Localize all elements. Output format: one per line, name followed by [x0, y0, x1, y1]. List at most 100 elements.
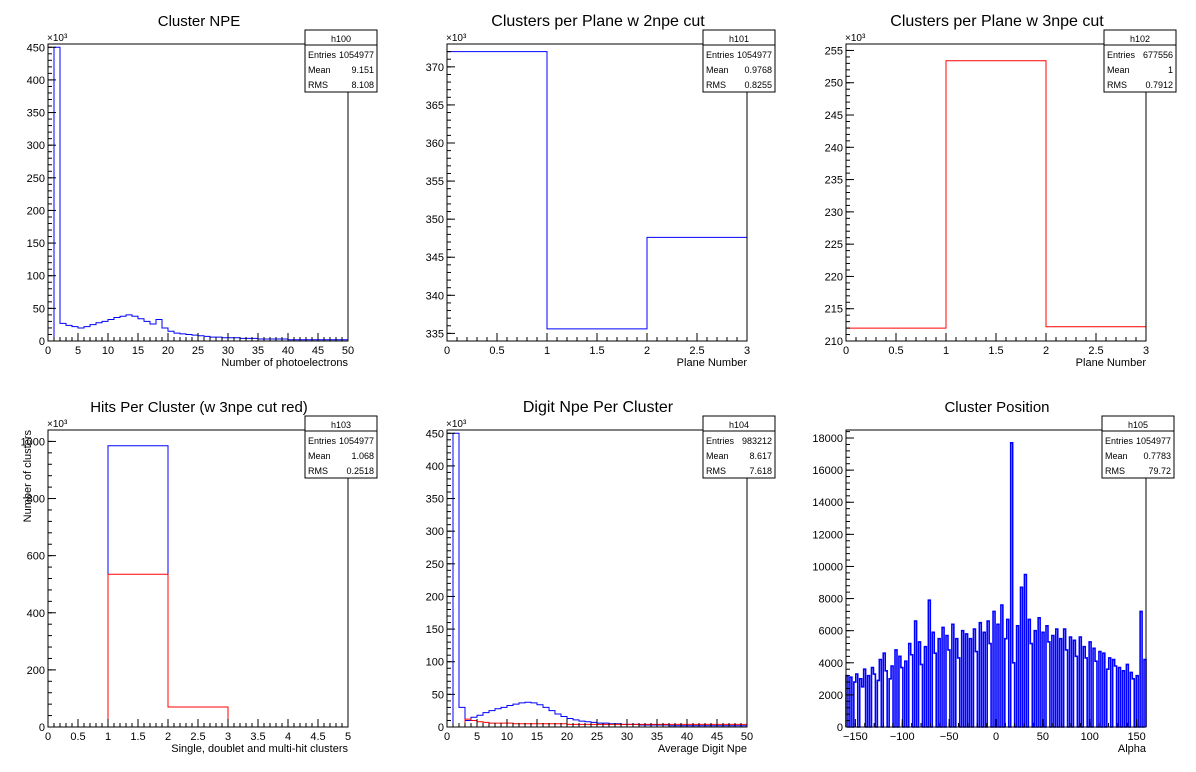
histogram-series-1	[845, 442, 1147, 728]
stats-label: Entries	[1107, 50, 1136, 60]
chart-title: Clusters per Plane w 3npe cut	[890, 13, 1104, 30]
x-tick-label: 2	[165, 731, 171, 743]
stats-value: 0.2518	[346, 466, 374, 476]
y-tick-label: 150	[27, 238, 45, 250]
x-tick-label: 3	[744, 345, 750, 357]
x-tick-label: 0.5	[70, 731, 85, 743]
stats-value: 1054977	[1136, 436, 1171, 446]
x-axis-label: Plane Number	[1076, 357, 1147, 369]
y-tick-label: 350	[27, 108, 45, 120]
stats-label: RMS	[1107, 80, 1127, 90]
y-tick-label: 235	[825, 175, 843, 187]
x-tick-label: −150	[843, 731, 868, 743]
stats-label: RMS	[308, 80, 328, 90]
y-tick-label: 245	[825, 110, 843, 122]
x-axis-label: Single, doublet and multi-hit clusters	[171, 743, 348, 755]
stats-value: 983212	[742, 436, 772, 446]
y-tick-label: 345	[426, 252, 444, 264]
y-tick-label: 255	[825, 45, 843, 57]
x-tick-label: 30	[222, 345, 234, 357]
y-tick-label: 16000	[812, 465, 843, 477]
stats-value: 1054977	[737, 50, 772, 60]
y-tick-label: 250	[825, 78, 843, 90]
histogram-series-1	[446, 51, 748, 341]
x-tick-label: 0	[45, 345, 51, 357]
stats-value: 8.108	[351, 80, 374, 90]
stats-name: h105	[1128, 420, 1148, 430]
y-tick-label: 150	[426, 624, 444, 636]
y-tick-label: 340	[426, 290, 444, 302]
stats-value: 79.72	[1148, 466, 1171, 476]
y-exponent-label: ×10³	[47, 33, 68, 44]
y-tick-label: 355	[426, 176, 444, 188]
x-tick-label: 40	[681, 731, 693, 743]
x-axis-label: Number of photoelectrons	[221, 357, 348, 369]
chart-pad-h102: Clusters per Plane w 3npe cut 0 0.5 1 1.5 2 2.…	[825, 13, 1177, 369]
stats-value: 677556	[1143, 50, 1173, 60]
y-tick-label: 450	[426, 428, 444, 440]
y-tick-label: 0	[837, 722, 843, 734]
x-tick-label: 35	[651, 731, 663, 743]
stats-value: 0.9768	[744, 65, 772, 75]
y-tick-label: 1000	[21, 436, 45, 448]
chart-title: Hits Per Cluster (w 3npe cut red)	[90, 399, 308, 416]
y-tick-label: 10000	[812, 561, 843, 573]
stats-label: Mean	[308, 65, 331, 75]
x-tick-label: 5	[75, 345, 81, 357]
chart-title: Cluster Position	[944, 399, 1049, 416]
y-tick-label: 230	[825, 207, 843, 219]
chart-pad-h101: Clusters per Plane w 2npe cut 0 0.5 1 1.5 2 2.…	[426, 13, 776, 369]
stats-value: 0.8255	[744, 80, 772, 90]
x-tick-label: 0	[843, 345, 849, 357]
x-tick-label: 0.5	[888, 345, 903, 357]
stats-label: Entries	[308, 50, 337, 60]
stats-label: RMS	[1105, 466, 1125, 476]
y-tick-label: 365	[426, 100, 444, 112]
y-tick-label: 100	[426, 657, 444, 669]
x-tick-label: 0	[444, 345, 450, 357]
stats-value: 9.151	[351, 65, 374, 75]
chart-pad-h104: Digit Npe Per Cluster 0 5 10 15 20 25 30 35 40 45 5…	[426, 399, 776, 755]
y-tick-label: 8000	[819, 594, 843, 606]
plot-frame	[446, 43, 748, 342]
stats-value: 1054977	[339, 436, 374, 446]
y-tick-label: 4000	[819, 658, 843, 670]
y-tick-label: 220	[825, 271, 843, 283]
stats-label: Mean	[1105, 451, 1128, 461]
y-tick-label: 400	[426, 461, 444, 473]
x-tick-label: 25	[591, 731, 603, 743]
x-tick-label: 100	[1081, 731, 1099, 743]
y-tick-label: 250	[426, 559, 444, 571]
y-tick-label: 360	[426, 138, 444, 150]
x-tick-label: 40	[282, 345, 294, 357]
x-tick-label: −100	[890, 731, 915, 743]
stats-value: 0.7912	[1145, 80, 1173, 90]
x-tick-label: 150	[1127, 731, 1145, 743]
stats-box-frame	[304, 415, 378, 479]
x-tick-label: 1.5	[988, 345, 1003, 357]
chart-pad-h103: Hits Per Cluster (w 3npe cut red) 0 0.5 1 1.…	[21, 399, 378, 755]
stats-label: Entries	[1105, 436, 1134, 446]
stats-box: h105 Entries 1054977 Mean 0.7783 RMS 79.72	[1101, 415, 1175, 479]
x-axis-label: Plane Number	[677, 357, 748, 369]
x-tick-label: 0.5	[489, 345, 504, 357]
y-tick-label: 210	[825, 336, 843, 348]
y-tick-label: 450	[27, 42, 45, 54]
x-axis-label: Alpha	[1118, 743, 1147, 755]
x-tick-label: 2.5	[689, 345, 704, 357]
x-tick-label: 5	[474, 731, 480, 743]
y-tick-label: 400	[27, 75, 45, 87]
x-tick-label: 10	[501, 731, 513, 743]
stats-label: Mean	[706, 65, 729, 75]
y-tick-label: 225	[825, 239, 843, 251]
x-tick-label: 4	[285, 731, 291, 743]
y-tick-label: 12000	[812, 529, 843, 541]
x-tick-label: 4.5	[310, 731, 325, 743]
y-tick-label: 0	[438, 722, 444, 734]
stats-label: Entries	[706, 50, 735, 60]
y-exponent-label: ×10³	[845, 33, 866, 44]
plot-frame	[47, 429, 349, 728]
stats-value: 1	[1168, 65, 1173, 75]
x-tick-label: 2	[644, 345, 650, 357]
